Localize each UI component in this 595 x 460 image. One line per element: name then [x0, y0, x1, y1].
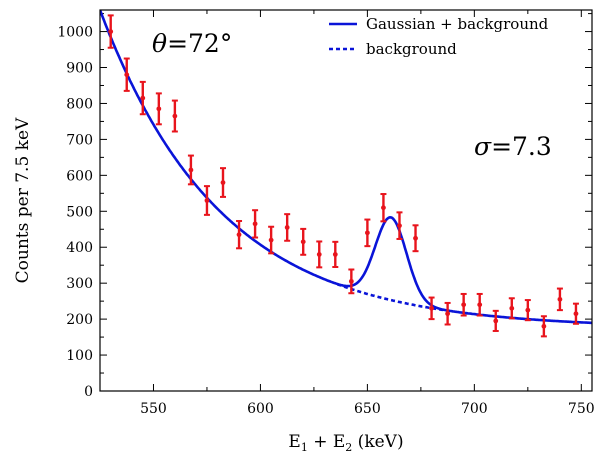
data-point [460, 292, 467, 317]
sigma-annotation: σ=7.3 [474, 132, 552, 161]
data-point [476, 292, 483, 317]
axis-ticks: 0 100 200 300 400 500 600 700 800 900 1000 550 600 65… [57, 10, 595, 417]
sigma-value: =7.3 [491, 132, 552, 161]
data-point [348, 268, 355, 295]
data-point [268, 225, 275, 255]
legend-background-label: background [366, 40, 457, 58]
data-points [107, 14, 579, 338]
x-tick-label: 600 [247, 401, 274, 417]
data-point [540, 315, 547, 338]
y-tick-label: 900 [66, 61, 93, 77]
y-axis-title: Counts per 7.5 keV [13, 117, 33, 283]
data-point [171, 99, 178, 133]
y-tick-label: 100 [66, 348, 93, 364]
y-tick-label: 1000 [57, 25, 93, 41]
plot-frame [99, 9, 593, 392]
data-point [155, 92, 162, 126]
y-tick-label: 700 [66, 132, 93, 148]
data-point [284, 213, 291, 242]
y-tick-label: 300 [66, 276, 93, 292]
data-point [139, 80, 146, 116]
data-point [364, 218, 371, 248]
data-point [107, 14, 114, 49]
x-tick-label: 700 [461, 401, 488, 417]
x-axis-title: E1 + E2 (keV) [288, 432, 403, 454]
data-point [428, 296, 435, 321]
data-point [332, 240, 339, 268]
data-point [187, 154, 194, 186]
data-point [412, 224, 419, 253]
data-point [524, 299, 531, 322]
y-tick-label: 500 [66, 204, 93, 220]
data-point [556, 287, 563, 312]
x-tick-label: 750 [568, 401, 595, 417]
sigma-symbol: σ [474, 132, 492, 161]
data-point [300, 227, 307, 256]
data-point [492, 309, 499, 332]
x-axis-title-plus: + E [308, 432, 345, 452]
legend-fit-label: Gaussian + background [366, 15, 549, 33]
x-axis-title-sub2: 2 [345, 441, 352, 454]
x-tick-label: 550 [140, 401, 167, 417]
data-point [380, 193, 387, 223]
x-axis-title-sub1: 1 [301, 441, 308, 454]
data-point [236, 219, 243, 250]
x-axis-title-e1: E [288, 432, 300, 452]
theta-annotation: θ=72° [152, 29, 232, 58]
data-point [572, 302, 579, 325]
data-point [444, 301, 451, 326]
legend: Gaussian + background background [329, 15, 549, 58]
y-tick-label: 400 [66, 240, 93, 256]
y-tick-label: 600 [66, 168, 93, 184]
data-point [220, 167, 226, 198]
x-axis-title-unit: (keV) [352, 432, 403, 452]
x-tick-label: 650 [354, 401, 381, 417]
theta-value: =72° [167, 29, 232, 58]
theta-symbol: θ [152, 29, 167, 58]
y-tick-label: 800 [66, 96, 93, 112]
data-point [508, 297, 515, 320]
y-tick-label: 0 [84, 384, 93, 400]
data-point [252, 209, 259, 239]
y-tick-label: 200 [66, 312, 93, 328]
data-point [123, 57, 130, 92]
data-point [203, 185, 210, 216]
data-point [396, 211, 403, 240]
data-point [316, 240, 323, 269]
